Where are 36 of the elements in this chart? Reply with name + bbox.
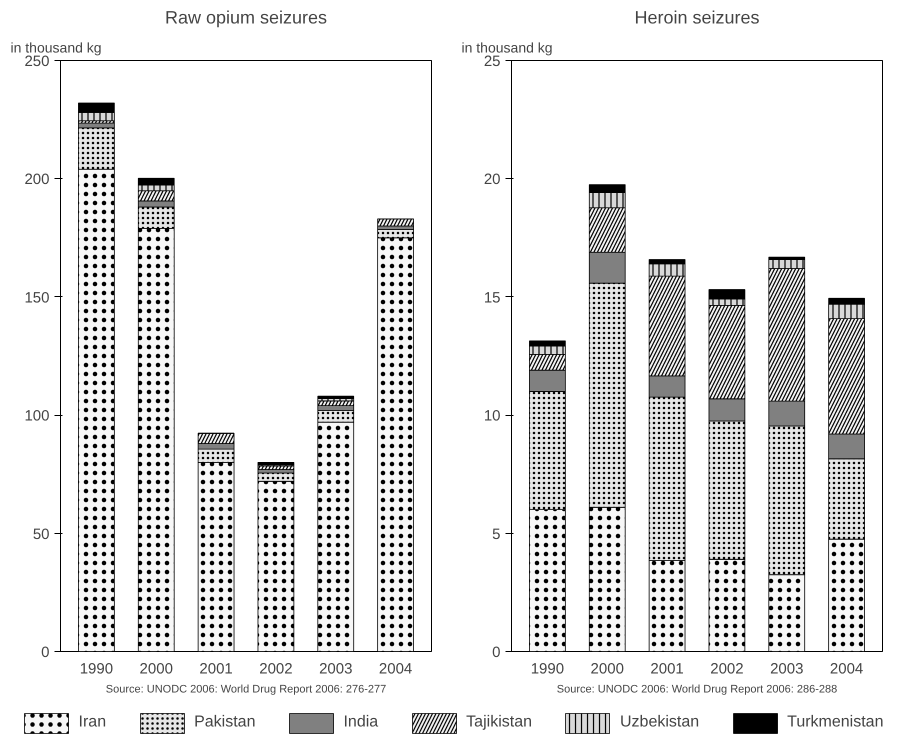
y-tick-label: 50	[32, 526, 50, 543]
y-tick-label: 15	[484, 289, 501, 306]
legend-label: Turkmenistan	[787, 714, 884, 732]
legend-label: Tajikistan	[466, 714, 532, 732]
y-tick-label: 0	[41, 644, 50, 661]
y-tick-label: 150	[24, 289, 50, 306]
chart-title: Heroin seizures	[634, 8, 760, 28]
x-tick-label: 2001	[650, 660, 684, 678]
x-tick-label: 2001	[199, 660, 233, 678]
x-tick-label: 2000	[590, 660, 624, 678]
x-tick-label: 2002	[710, 660, 744, 678]
legend-label: Pakistan	[194, 714, 256, 732]
y-axis-title: in thousand kg	[462, 40, 553, 56]
x-tick-label: 2004	[830, 660, 864, 678]
source-note: Source: UNODC 2006: World Drug Report 2006: 286-288	[556, 684, 838, 696]
x-tick-label: 2003	[770, 660, 804, 678]
x-tick-label: 2004	[378, 660, 412, 678]
legend-label: India	[343, 714, 378, 732]
y-tick-label: 100	[24, 408, 50, 425]
y-tick-label: 0	[492, 644, 500, 661]
chart-title: Raw opium seizures	[164, 8, 328, 28]
x-tick-label: 2003	[319, 660, 352, 678]
x-tick-label: 2002	[259, 660, 293, 678]
x-tick-label: 2000	[140, 660, 173, 678]
y-tick-label: 200	[24, 171, 50, 188]
y-tick-label: 20	[484, 171, 501, 188]
y-tick-label: 25	[484, 53, 501, 70]
y-tick-label: 10	[484, 408, 501, 425]
legend-label: Uzbekistan	[620, 714, 700, 732]
x-tick-label: 1990	[80, 660, 114, 678]
legend-label: Iran	[78, 714, 106, 732]
y-axis-title: in thousand kg	[10, 40, 102, 56]
y-tick-label: 5	[492, 526, 500, 543]
y-tick-label: 250	[24, 53, 50, 70]
source-note: Source: UNODC 2006: World Drug Report 2006: 276-277	[106, 684, 386, 696]
x-tick-label: 1990	[530, 660, 564, 678]
